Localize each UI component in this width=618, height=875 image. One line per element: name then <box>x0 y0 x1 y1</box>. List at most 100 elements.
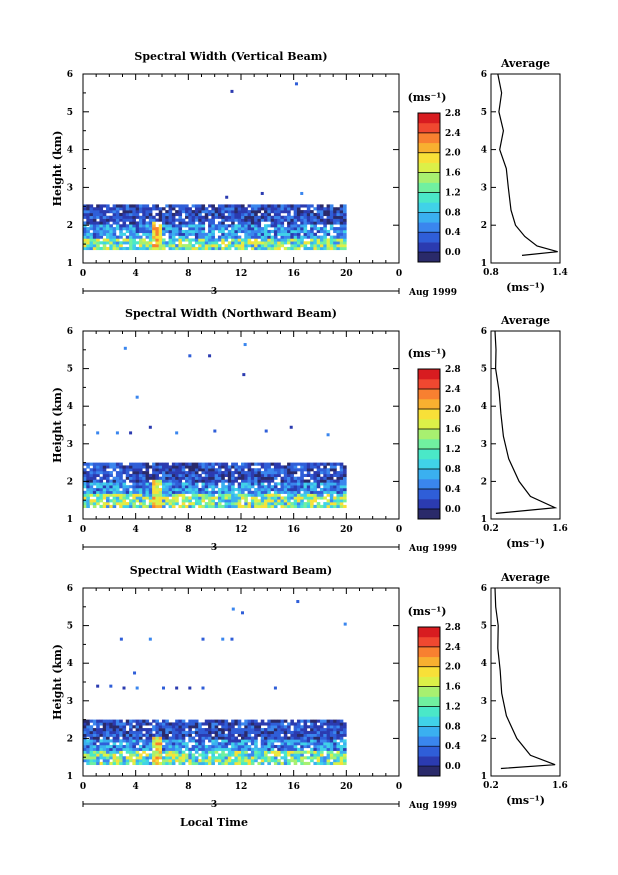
heatmap-cell <box>119 218 123 222</box>
heatmap-cell <box>171 221 176 225</box>
heatmap-cell <box>201 490 206 494</box>
heatmap-cell <box>132 753 136 757</box>
heatmap-cell <box>250 244 255 248</box>
heatmap-cell <box>112 719 117 723</box>
heatmap-cell <box>267 759 271 763</box>
heatmap-cell <box>191 465 196 469</box>
heatmap-cell <box>277 496 281 500</box>
heatmap-cell <box>247 502 252 506</box>
heatmap-cell <box>296 756 301 760</box>
heatmap-cell <box>316 728 321 732</box>
heatmap-cell <box>290 759 294 763</box>
heatmap-cell <box>119 215 123 219</box>
heatmap-cell <box>198 462 202 466</box>
colorbar-swatch <box>418 232 440 243</box>
heatmap-cell <box>339 496 344 500</box>
heatmap-cell <box>306 468 311 472</box>
heatmap-cell <box>221 730 225 734</box>
heatmap-cell <box>165 479 169 483</box>
heatmap-cell <box>234 493 239 497</box>
heatmap-cell <box>208 476 212 480</box>
heatmap-cell <box>303 246 308 251</box>
heatmap-cell <box>178 736 183 740</box>
heatmap-cell <box>194 210 199 214</box>
heatmap-cell <box>247 730 252 734</box>
heatmap-cell <box>122 485 127 489</box>
heatmap-cell <box>300 756 304 760</box>
heatmap-cell <box>306 490 311 494</box>
heatmap-cell <box>250 719 255 723</box>
heatmap-cell <box>171 238 176 242</box>
heatmap-cell <box>99 750 104 754</box>
heatmap-cell <box>260 496 265 500</box>
heatmap-cell <box>168 747 173 751</box>
average-y-tick-label: 5 <box>481 108 487 118</box>
heatmap-cell <box>201 750 206 754</box>
heatmap-cell <box>185 756 189 760</box>
heatmap-cell <box>310 756 314 760</box>
heatmap-cell <box>86 244 90 248</box>
heatmap-cell <box>148 730 153 734</box>
heatmap-cell <box>250 725 255 729</box>
heatmap-cell <box>194 490 199 494</box>
heatmap-cell <box>194 207 199 211</box>
heatmap-cell <box>106 736 110 740</box>
heatmap-cell <box>122 221 127 225</box>
heatmap-cell <box>106 465 110 469</box>
heatmap-cell <box>122 504 127 509</box>
heatmap-cell <box>329 224 334 228</box>
heatmap-cell <box>145 479 150 483</box>
heatmap-cell <box>208 229 212 234</box>
heatmap-cell <box>158 471 163 475</box>
heatmap-cell <box>277 759 281 763</box>
heatmap-cell <box>122 736 127 740</box>
heatmap-cell <box>290 476 294 480</box>
heatmap-cell <box>300 761 304 766</box>
heatmap-cell <box>171 465 176 469</box>
heatmap-cell <box>234 212 239 217</box>
heatmap-cell <box>290 744 294 749</box>
heatmap-cell <box>244 246 248 251</box>
heatmap-cell <box>155 761 160 766</box>
heatmap-cell <box>267 493 271 497</box>
heatmap-cell <box>178 235 183 239</box>
heatmap-cell <box>86 227 90 231</box>
heatmap-cell <box>185 744 189 749</box>
heatmap-cell <box>300 499 304 503</box>
heatmap-cell <box>333 744 337 749</box>
heatmap-cell <box>303 229 308 234</box>
heatmap-cell <box>244 502 248 506</box>
heatmap-cell <box>109 229 113 234</box>
heatmap-cell <box>142 482 146 486</box>
heatmap-cell <box>132 465 136 469</box>
y-tick-label: 1 <box>67 772 73 782</box>
average-y-tick-label: 3 <box>481 697 487 707</box>
heatmap-cell <box>168 490 173 494</box>
heatmap-cell <box>303 761 308 766</box>
heatmap-cell <box>323 479 327 483</box>
heatmap-cell <box>234 238 239 242</box>
heatmap-cell <box>237 490 242 494</box>
heatmap-cell <box>227 502 232 506</box>
panel-title: Spectral Width (Eastward Beam) <box>130 564 332 577</box>
heatmap-cell <box>171 759 176 763</box>
heatmap-cell <box>158 493 163 497</box>
heatmap-cell <box>290 238 294 242</box>
heatmap-cell <box>264 210 268 214</box>
heatmap-cell <box>227 753 232 757</box>
heatmap-cell <box>237 221 242 225</box>
heatmap-cell <box>313 750 318 754</box>
colorbar-swatch <box>418 132 440 144</box>
heatmap-cell <box>208 725 212 729</box>
heatmap-cell <box>138 485 143 489</box>
heatmap-cell <box>267 241 271 245</box>
heatmap-cell <box>132 747 136 751</box>
heatmap-cell <box>339 482 344 486</box>
heatmap-cell <box>336 210 341 214</box>
heatmap-cell <box>224 719 229 723</box>
heatmap-cell <box>102 750 107 754</box>
heatmap-cell <box>102 468 107 472</box>
heatmap-cell <box>106 719 110 723</box>
heatmap-cell <box>208 465 212 469</box>
heatmap-cell <box>217 224 222 228</box>
